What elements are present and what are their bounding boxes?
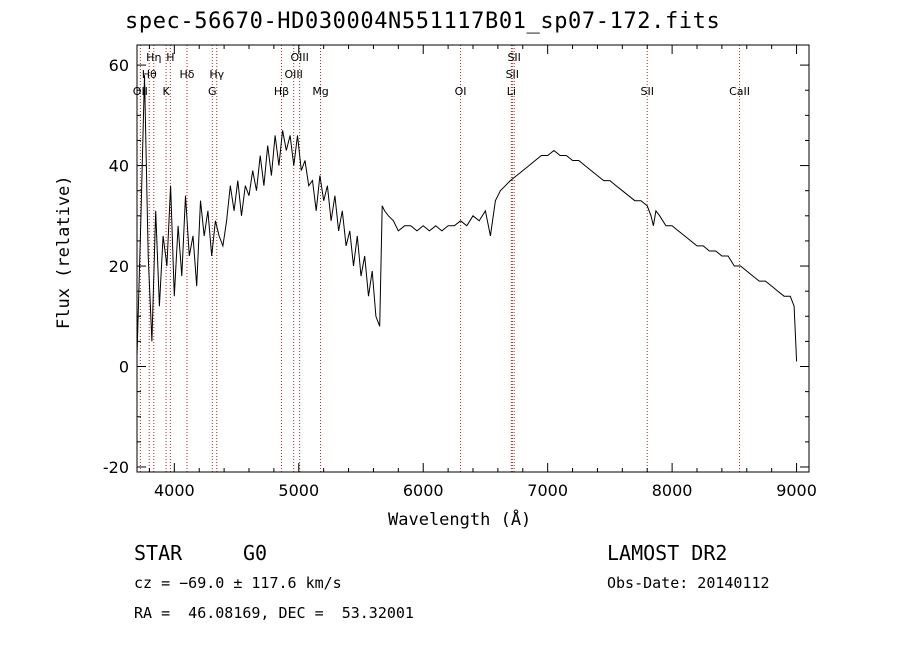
object-class: STAR — [134, 541, 183, 565]
x-axis-ticks: 4000 5000 6000 7000 8000 9000 — [148, 45, 817, 500]
marker-label: K — [163, 85, 171, 98]
survey-name: LAMOST DR2 — [607, 541, 728, 565]
line-marker-labels: OII Hθ Hη K H Hδ G Hγ Hβ OIII OIII Mg OI Li SII SII SII C… — [133, 51, 750, 98]
x-tick-label: 9000 — [776, 481, 817, 500]
marker-label: Hδ — [180, 68, 195, 81]
marker-label: SII — [507, 51, 520, 64]
spectrum-line — [136, 75, 798, 362]
x-tick-label: 6000 — [403, 481, 444, 500]
y-tick-label: 0 — [119, 358, 129, 377]
marker-label: SII — [640, 85, 653, 98]
x-axis-label: Wavelength (Å) — [388, 510, 532, 530]
y-tick-label: -20 — [103, 458, 129, 477]
y-axis-ticks: -20 0 20 40 60 — [103, 56, 809, 477]
marker-label: OII — [133, 85, 148, 98]
subclass: G0 — [243, 541, 268, 565]
marker-label: OI — [455, 85, 467, 98]
observation-date: Obs-Date: 20140112 — [607, 574, 770, 592]
x-tick-label: 7000 — [527, 481, 568, 500]
y-axis-label: Flux (relative) — [54, 175, 74, 329]
marker-label: Hβ — [274, 85, 289, 98]
marker-label: Li — [507, 85, 516, 98]
plot-frame — [136, 44, 810, 473]
marker-label: Hγ — [209, 68, 224, 81]
y-tick-label: 20 — [109, 257, 129, 276]
marker-label: OIII — [290, 51, 308, 64]
y-tick-label: 60 — [109, 56, 129, 75]
marker-label: OIII — [284, 68, 302, 81]
line-markers — [139, 45, 741, 472]
marker-label: G — [208, 85, 217, 98]
x-tick-label: 4000 — [154, 481, 195, 500]
marker-label: CaII — [729, 85, 750, 98]
x-tick-label: 8000 — [652, 481, 693, 500]
y-tick-label: 40 — [109, 157, 129, 176]
x-tick-label: 5000 — [278, 481, 319, 500]
marker-label: SII — [506, 68, 519, 81]
redshift-velocity: cz = −69.0 ± 117.6 km/s — [134, 574, 342, 592]
marker-label: Hθ — [142, 68, 157, 81]
marker-label: Hη — [146, 51, 161, 64]
marker-label: H — [166, 51, 174, 64]
chart-title: spec-56670-HD030004N551117B01_sp07-172.f… — [125, 9, 721, 34]
marker-label: Mg — [312, 85, 328, 98]
coordinates: RA = 46.08169, DEC = 53.32001 — [134, 604, 414, 622]
